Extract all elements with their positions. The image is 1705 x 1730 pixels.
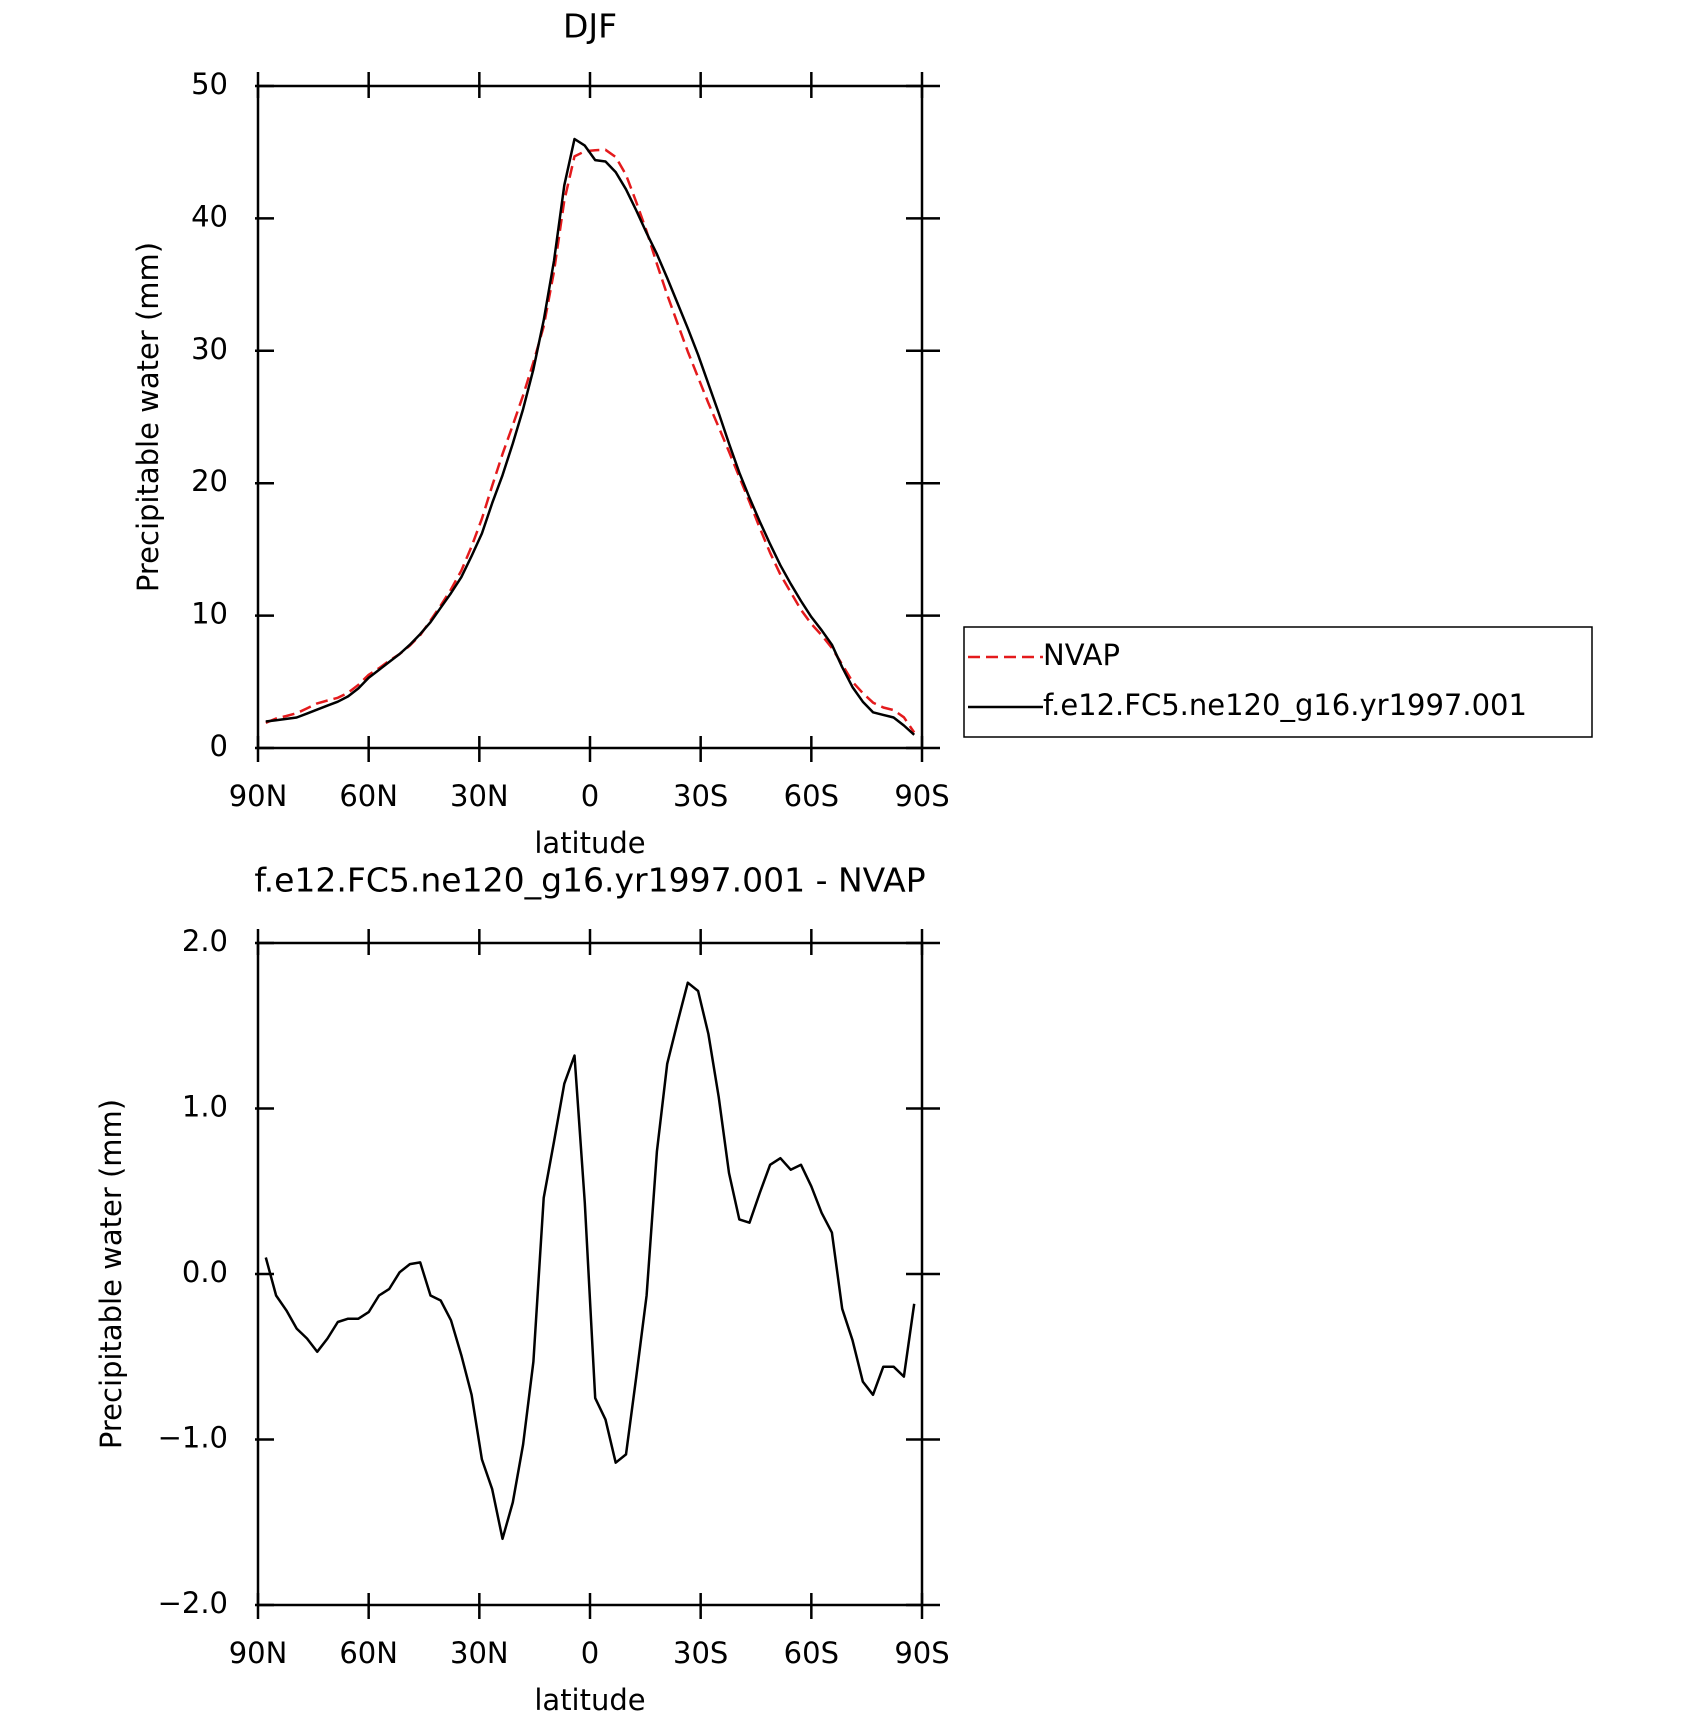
x-tick-label: 30S [673,1636,728,1670]
x-tick-label: 90S [894,779,949,813]
y-tick-label: −1.0 [158,1421,228,1455]
data-line [264,981,916,1541]
x-tick-label: 30S [673,779,728,813]
x-tick-label: 90N [229,1636,288,1670]
legend-box [963,626,1593,738]
chart-title: DJF [563,7,617,46]
y-tick-label: 2.0 [182,924,228,958]
y-tick-label: 20 [191,464,228,498]
data-line [265,137,916,736]
x-tick-label: 30N [450,779,509,813]
y-tick-label: 40 [191,199,228,233]
legend-label: NVAP [1043,638,1120,672]
y-tick-label: −2.0 [158,1586,228,1620]
x-tick-label: 60S [784,779,839,813]
chart-title: f.e12.FC5.ne120_g16.yr1997.001 - NVAP [254,861,925,900]
x-tick-label: 60S [784,1636,839,1670]
x-tick-label: 90N [229,779,288,813]
y-tick-label: 10 [191,597,228,631]
y-tick-label: 0.0 [182,1255,228,1289]
legend-label: f.e12.FC5.ne120_g16.yr1997.001 [1043,688,1527,722]
y-axis-label: Precipitable water (mm) [131,242,165,592]
x-tick-label: 90S [894,1636,949,1670]
data-line [265,148,916,734]
x-tick-label: 60N [339,779,398,813]
plot-frame [256,84,924,750]
y-tick-label: 0 [210,729,228,763]
x-tick-label: 30N [450,1636,509,1670]
y-tick-label: 50 [191,67,228,101]
y-axis-label: Precipitable water (mm) [94,1099,128,1449]
y-tick-label: 1.0 [182,1090,228,1124]
x-axis-label: latitude [534,1683,645,1717]
x-axis-label: latitude [534,826,645,860]
plot-frame [256,941,924,1607]
x-tick-label: 0 [581,1636,599,1670]
y-tick-label: 30 [191,332,228,366]
x-tick-label: 60N [339,1636,398,1670]
x-tick-label: 0 [581,779,599,813]
